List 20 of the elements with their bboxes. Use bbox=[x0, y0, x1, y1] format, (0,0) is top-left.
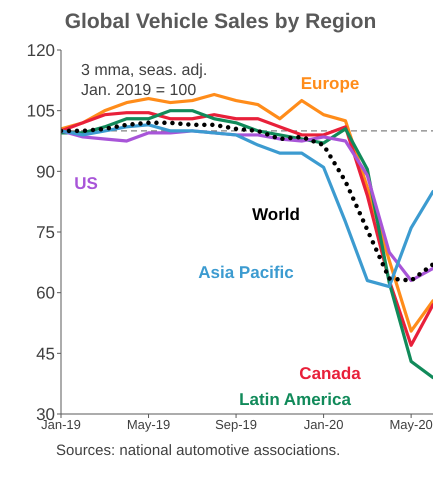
annotation: Jan. 2019 = 100 bbox=[81, 81, 198, 101]
annotation: 3 mma, seas. adj. bbox=[81, 61, 208, 81]
x-tick-label: May-19 bbox=[126, 417, 170, 432]
text: US bbox=[74, 174, 98, 194]
text: World bbox=[252, 205, 300, 225]
text: Latin America bbox=[239, 390, 351, 410]
y-tick-label: 90 bbox=[36, 162, 55, 182]
series-label: Europe bbox=[300, 74, 360, 94]
chart-title: Global Vehicle Sales by Region bbox=[64, 9, 378, 35]
x-tick-label: Sep-19 bbox=[215, 417, 258, 432]
y-tick-label: 60 bbox=[36, 284, 55, 303]
text: Canada bbox=[299, 364, 361, 384]
y-tick-label: 105 bbox=[26, 102, 55, 121]
y-tick-label: 120 bbox=[26, 41, 55, 60]
source-note: Sources: national automotive associations. bbox=[56, 442, 342, 459]
y-tick-label: 45 bbox=[36, 344, 55, 364]
y-tick-label: 75 bbox=[36, 223, 55, 242]
text: Asia Pacific bbox=[198, 263, 294, 283]
x-tick-label: May-20 bbox=[389, 417, 433, 432]
x-tick-label: Jan-20 bbox=[304, 417, 344, 432]
